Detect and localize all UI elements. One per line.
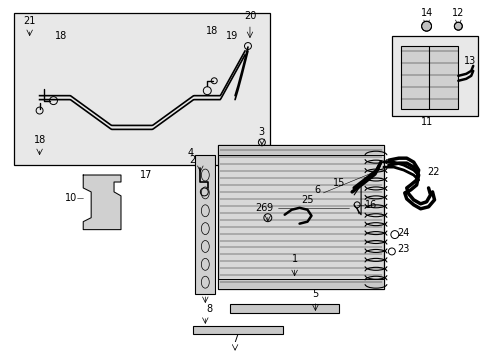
Text: 18: 18 [206,26,218,36]
Text: 6: 6 [314,185,320,195]
Bar [195,155,215,294]
Bar [230,304,339,313]
Circle shape [421,21,431,31]
Text: 19: 19 [225,31,238,41]
Bar [193,326,282,334]
Bar [218,279,383,289]
Text: 9: 9 [266,203,272,213]
Text: 17: 17 [139,170,152,180]
Text: 22: 22 [427,167,439,177]
Bar [14,13,269,165]
Bar [391,36,477,116]
Text: 1: 1 [291,255,297,264]
Text: 21: 21 [23,16,36,26]
Bar [218,145,383,289]
Text: 25: 25 [301,195,313,205]
Text: 8: 8 [206,304,212,314]
Bar [218,145,383,155]
Text: 3: 3 [258,127,264,138]
Text: 10: 10 [65,193,77,203]
Text: 20: 20 [244,11,256,21]
Polygon shape [83,175,121,230]
Text: 5: 5 [312,289,318,299]
Text: 18: 18 [33,135,45,145]
Bar [400,46,457,109]
Text: 16: 16 [364,200,376,210]
Circle shape [453,22,461,30]
Text: 12: 12 [451,8,464,18]
Text: 14: 14 [420,8,432,18]
Text: 24: 24 [397,228,409,238]
Text: 11: 11 [420,117,432,127]
Text: 15: 15 [332,178,345,188]
Text: 4: 4 [187,148,193,158]
Text: 7: 7 [231,334,238,344]
Text: 2: 2 [189,155,195,165]
Text: 23: 23 [397,244,409,255]
Text: 18: 18 [55,31,67,41]
Text: 13: 13 [463,56,475,66]
Text: 26: 26 [255,203,267,213]
